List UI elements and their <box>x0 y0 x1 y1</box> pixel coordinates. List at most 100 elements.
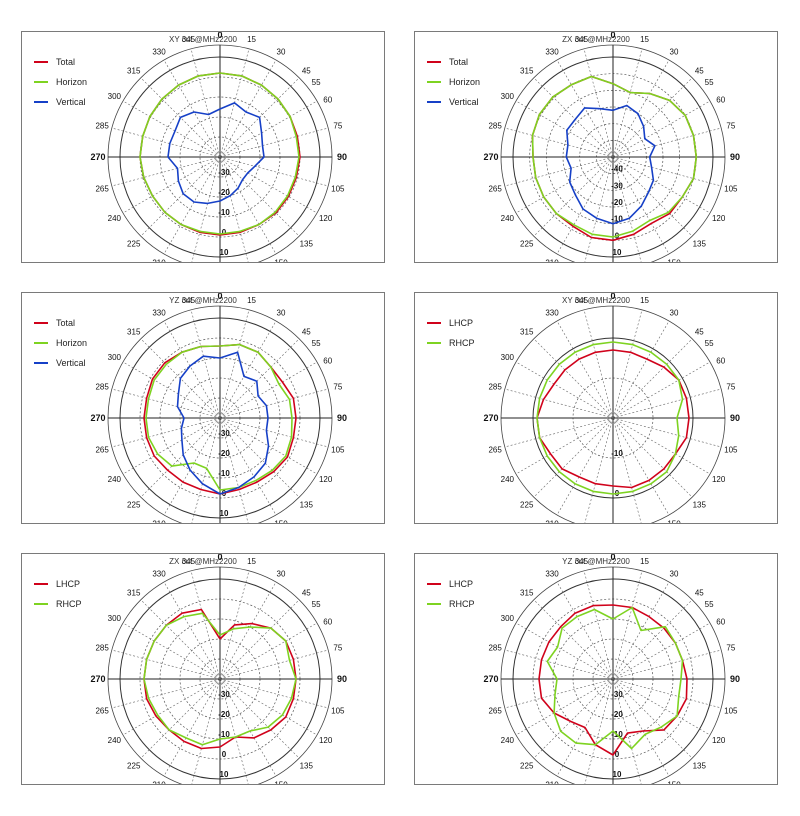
angle-tick-label: 90 <box>337 152 347 162</box>
grid-spoke <box>219 622 318 680</box>
grid-spoke <box>219 156 249 262</box>
angle-tick-label: 150 <box>274 520 288 523</box>
angle-tick-label: 270 <box>483 674 498 684</box>
grid-spoke <box>584 678 614 784</box>
series-line-horizon <box>531 75 698 238</box>
grid-spoke <box>612 649 722 680</box>
angle-tick-label: 60 <box>716 357 725 366</box>
angle-tick-label: 135 <box>300 239 314 248</box>
angle-tick-label: 90 <box>337 413 347 423</box>
radial-tick-label: -20 <box>218 188 230 197</box>
legend-swatch <box>34 322 48 324</box>
angle-tick-label: 315 <box>127 328 141 337</box>
angle-tick-label: 105 <box>331 185 345 194</box>
angle-tick-label: 225 <box>127 761 141 770</box>
angle-tick-label: 330 <box>152 47 166 56</box>
angle-tick-label: 270 <box>90 674 105 684</box>
grid-spoke <box>612 678 693 759</box>
angle-tick-label: 135 <box>693 761 707 770</box>
angle-tick-label: 0 <box>217 293 222 301</box>
legend-label: RHCP <box>449 599 475 609</box>
legend-label: LHCP <box>449 579 474 589</box>
angle-tick-label: 225 <box>127 500 141 509</box>
series-line-rhcp <box>546 606 684 750</box>
angle-tick-label: 15 <box>640 35 649 44</box>
angle-tick-label: 90 <box>337 674 347 684</box>
angle-tick-label: 75 <box>333 382 342 391</box>
grid-spoke <box>515 361 614 419</box>
grid-spoke <box>612 77 693 158</box>
grid-spoke <box>122 361 221 419</box>
angle-tick-label: 30 <box>277 47 286 56</box>
angle-tick-label: 0 <box>610 554 615 562</box>
radial-tick-label: -30 <box>611 181 623 190</box>
angle-tick-label: 150 <box>667 259 681 262</box>
grid-spoke <box>219 59 277 158</box>
grid-spoke <box>583 309 614 419</box>
radial-tick-label: 0 <box>615 750 620 759</box>
angle-tick-label: 45 <box>695 589 704 598</box>
angle-tick-label: 285 <box>488 121 502 130</box>
angle-tick-label: 120 <box>319 736 333 745</box>
grid-spoke <box>533 77 614 158</box>
legend-item: Horizon <box>427 72 480 92</box>
legend-item: Total <box>34 52 87 72</box>
legend-label: LHCP <box>56 579 81 589</box>
grid-spoke <box>612 417 642 523</box>
angle-tick-label: 15 <box>640 296 649 305</box>
legend-item: Horizon <box>34 72 87 92</box>
grid-spoke <box>612 338 693 419</box>
angle-tick-label: 240 <box>108 214 122 223</box>
angle-tick-label: 75 <box>726 643 735 652</box>
angle-tick-label: 30 <box>670 308 679 317</box>
legend-label: Total <box>56 57 76 67</box>
legend-swatch <box>34 603 48 605</box>
angle-tick-label: 15 <box>247 35 256 44</box>
legend-swatch <box>427 342 441 344</box>
angle-tick-label: 15 <box>247 557 256 566</box>
radial-tick-label: -20 <box>611 198 623 207</box>
grid-spoke <box>163 156 221 255</box>
radial-tick-label: -10 <box>218 730 230 739</box>
legend-label: LHCP <box>449 318 474 328</box>
grid-spoke <box>612 156 642 262</box>
grid-spoke <box>583 48 614 158</box>
chart-title: ZX cut @MHz2200 <box>169 557 237 566</box>
angle-tick-label: 330 <box>152 308 166 317</box>
legend-label: Horizon <box>56 77 88 87</box>
legend-item: LHCP <box>427 313 475 333</box>
grid-spoke <box>219 361 318 419</box>
angle-tick-label: 90 <box>730 674 740 684</box>
grid-spoke <box>533 417 614 498</box>
angle-tick-label: 285 <box>95 121 109 130</box>
series-line-vertical <box>167 102 265 205</box>
grid-spoke <box>190 570 221 680</box>
grid-spoke <box>140 678 221 759</box>
grid-spoke <box>556 320 614 419</box>
angle-tick-label: 270 <box>483 152 498 162</box>
polar-chart-2: 0153045556075901051201351501651801952102… <box>483 32 740 262</box>
grid-spoke <box>219 649 329 680</box>
angle-tick-label: 315 <box>127 589 141 598</box>
legend-swatch <box>427 61 441 63</box>
angle-tick-label: 330 <box>545 47 559 56</box>
grid-spoke <box>219 127 329 158</box>
grid-spoke <box>219 417 277 516</box>
grid-spoke <box>219 48 250 158</box>
grid-spoke <box>515 100 614 158</box>
angle-tick-label: 105 <box>724 185 738 194</box>
chart-title: ZX cut @MHz2200 <box>562 35 630 44</box>
angle-tick-label: 75 <box>333 643 342 652</box>
angle-tick-label: 225 <box>520 500 534 509</box>
legend-swatch <box>34 362 48 364</box>
grid-spoke <box>219 156 329 187</box>
grid-spoke <box>190 48 221 158</box>
grid-spoke <box>515 417 614 475</box>
radial-tick-label: -40 <box>611 165 623 174</box>
angle-tick-label: 210 <box>545 259 559 262</box>
radial-tick-label: -30 <box>218 690 230 699</box>
angle-tick-label: 90 <box>730 413 740 423</box>
grid-spoke <box>122 622 221 680</box>
chart-title: YZ cut @MHz2200 <box>169 296 237 305</box>
angle-tick-label: 75 <box>726 382 735 391</box>
